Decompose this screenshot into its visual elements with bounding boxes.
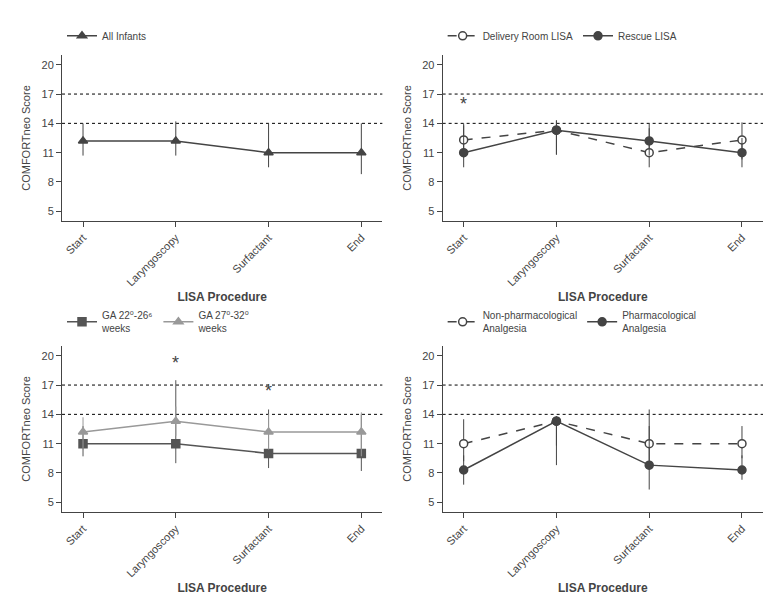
svg-text:End: End xyxy=(344,523,366,545)
svg-text:Laryngoscopy: Laryngoscopy xyxy=(124,231,181,288)
svg-text:Surfactant: Surfactant xyxy=(611,232,655,276)
svg-text:End: End xyxy=(344,232,366,254)
svg-text:PharmacologicalAnalgesia: PharmacologicalAnalgesia xyxy=(622,310,696,334)
svg-text:COMFORTneo Score: COMFORTneo Score xyxy=(401,376,413,482)
svg-text:8: 8 xyxy=(48,467,54,479)
svg-text:5: 5 xyxy=(428,205,434,217)
svg-text:Surfactant: Surfactant xyxy=(230,232,274,276)
svg-text:Delivery Room LISA: Delivery Room LISA xyxy=(483,31,573,42)
svg-text:COMFORTneo Score: COMFORTneo Score xyxy=(401,85,413,191)
svg-text:LISA Procedure: LISA Procedure xyxy=(177,290,267,304)
svg-text:5: 5 xyxy=(428,496,434,508)
svg-text:11: 11 xyxy=(423,147,434,159)
svg-text:Start: Start xyxy=(63,232,88,257)
svg-text:Surfactant: Surfactant xyxy=(230,523,274,567)
svg-text:14: 14 xyxy=(422,408,434,420)
svg-text:8: 8 xyxy=(48,176,54,188)
svg-text:20: 20 xyxy=(422,59,434,71)
svg-text:8: 8 xyxy=(428,467,434,479)
svg-text:LISA Procedure: LISA Procedure xyxy=(558,581,648,595)
svg-text:All Infants: All Infants xyxy=(102,31,146,42)
svg-text:Rescue LISA: Rescue LISA xyxy=(618,31,677,42)
svg-text:14: 14 xyxy=(42,408,54,420)
svg-text:GA 27⁰-32⁰weeks: GA 27⁰-32⁰weeks xyxy=(197,310,248,334)
svg-text:11: 11 xyxy=(423,438,434,450)
svg-text:11: 11 xyxy=(42,147,53,159)
svg-text:5: 5 xyxy=(48,496,54,508)
svg-text:*: * xyxy=(460,94,467,114)
svg-text:Laryngoscopy: Laryngoscopy xyxy=(124,522,181,579)
svg-text:Start: Start xyxy=(63,523,88,548)
svg-text:Start: Start xyxy=(444,523,469,548)
svg-text:*: * xyxy=(172,353,179,373)
svg-text:Laryngoscopy: Laryngoscopy xyxy=(505,522,562,579)
svg-text:17: 17 xyxy=(42,379,54,391)
svg-text:End: End xyxy=(725,523,747,545)
svg-text:End: End xyxy=(725,232,747,254)
svg-text:GA 22⁰-26⁶weeks: GA 22⁰-26⁶weeks xyxy=(101,310,152,334)
svg-text:Surfactant: Surfactant xyxy=(611,523,655,567)
svg-text:Start: Start xyxy=(444,232,469,257)
svg-text:14: 14 xyxy=(422,117,434,129)
svg-text:17: 17 xyxy=(422,379,434,391)
svg-text:LISA Procedure: LISA Procedure xyxy=(558,290,648,304)
svg-text:COMFORTneo Score: COMFORTneo Score xyxy=(20,85,32,191)
svg-text:COMFORTneo Score: COMFORTneo Score xyxy=(20,376,32,482)
svg-text:17: 17 xyxy=(422,88,434,100)
svg-text:20: 20 xyxy=(42,350,54,362)
svg-text:*: * xyxy=(265,381,272,401)
svg-text:11: 11 xyxy=(42,438,53,450)
svg-text:Laryngoscopy: Laryngoscopy xyxy=(505,231,562,288)
svg-text:20: 20 xyxy=(42,59,54,71)
svg-text:14: 14 xyxy=(42,117,54,129)
svg-text:17: 17 xyxy=(42,88,54,100)
svg-text:8: 8 xyxy=(428,176,434,188)
svg-text:LISA Procedure: LISA Procedure xyxy=(177,581,267,595)
svg-text:Non-pharmacologicalAnalgesia: Non-pharmacologicalAnalgesia xyxy=(483,310,578,334)
svg-text:5: 5 xyxy=(48,205,54,217)
svg-text:20: 20 xyxy=(422,350,434,362)
